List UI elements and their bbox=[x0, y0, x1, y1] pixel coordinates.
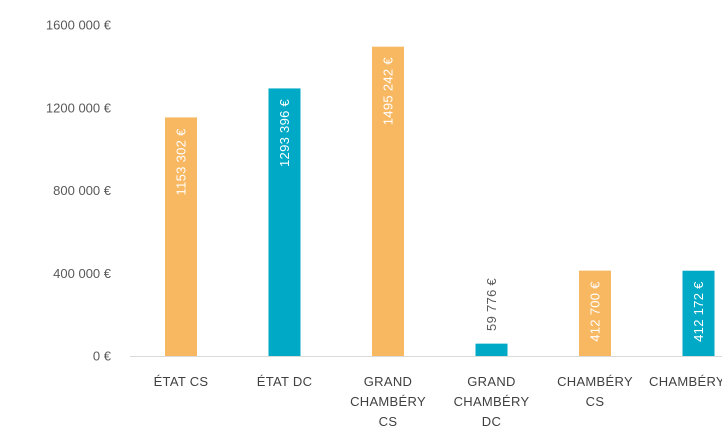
x-tick-label-line: CS bbox=[586, 394, 605, 409]
x-tick-label-line: CHAMBÉRY bbox=[454, 394, 530, 409]
data-label: 412 700 € bbox=[588, 281, 603, 342]
x-tick-label-line: CHAMBÉRY bbox=[350, 394, 426, 409]
x-tick-label: GRAND CHAMBÉRY CS bbox=[350, 374, 426, 429]
x-tick-label-line: GRAND bbox=[364, 374, 412, 389]
y-axis: 0 € 400 000 € 800 000 € 1200 000 € 1600 000 … bbox=[46, 18, 112, 364]
x-tick-label-line: ÉTAT DC bbox=[257, 374, 313, 389]
x-tick-label-line: ÉTAT CS bbox=[154, 374, 209, 389]
data-label: 1153 302 € bbox=[174, 128, 189, 196]
data-label: 59 776 € bbox=[484, 277, 499, 330]
x-tick-label-line: GRAND bbox=[467, 374, 515, 389]
x-axis: ÉTAT CS ÉTAT DC GRAND CHAMBÉRY CS GRAND CHAMBÉ… bbox=[154, 374, 722, 429]
x-tick-label: GRAND CHAMBÉRY DC bbox=[454, 374, 530, 429]
bar bbox=[165, 117, 197, 357]
bars bbox=[165, 46, 715, 357]
y-tick-label: 1200 000 € bbox=[46, 100, 112, 115]
data-label: 412 172 € bbox=[691, 281, 706, 342]
x-tick-label-line: CHAMBÉRY DC bbox=[649, 374, 722, 389]
x-tick-label-line: CHAMBÉRY bbox=[557, 374, 633, 389]
bar bbox=[372, 46, 404, 356]
bar bbox=[268, 88, 301, 356]
x-tick-label-line: DC bbox=[482, 414, 501, 429]
y-tick-label: 400 000 € bbox=[53, 266, 112, 281]
x-tick-label: CHAMBÉRY DC bbox=[649, 374, 722, 389]
y-tick-label: 1600 000 € bbox=[46, 18, 112, 33]
data-label: 1495 242 € bbox=[381, 57, 396, 126]
bar bbox=[475, 343, 508, 356]
x-tick-label: ÉTAT DC bbox=[257, 374, 313, 389]
x-tick-label-line: CS bbox=[379, 414, 398, 429]
data-label: 1293 396 € bbox=[277, 98, 292, 167]
bar bbox=[579, 270, 611, 356]
x-tick-label: CHAMBÉRY CS bbox=[557, 374, 633, 409]
x-tick-label: ÉTAT CS bbox=[154, 374, 209, 389]
data-labels: 1153 302 € 1293 396 € 1495 242 € 59 776 € 41… bbox=[174, 57, 707, 342]
bar bbox=[682, 270, 715, 356]
y-tick-label: 800 000 € bbox=[53, 183, 112, 198]
y-tick-label: 0 € bbox=[93, 349, 112, 364]
